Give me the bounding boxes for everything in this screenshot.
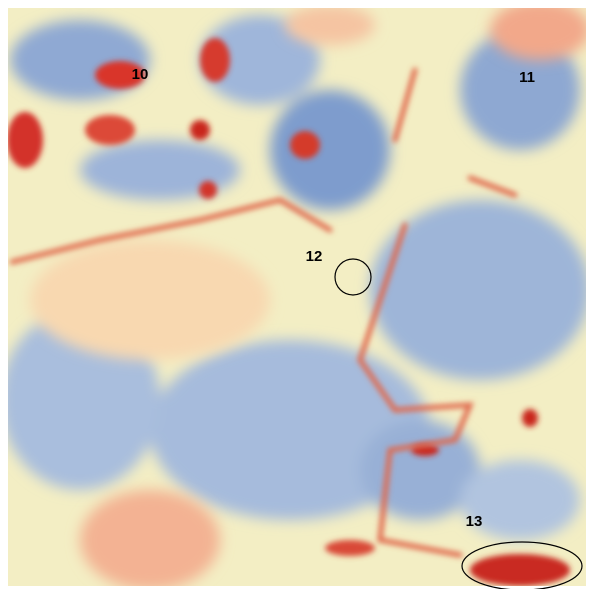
anomaly-label: 10 [132,66,149,83]
red-patch [325,540,375,556]
page: {"annotations": [{"label": "10"}, {"labe… [0,0,591,589]
red-patch [199,181,217,199]
anomaly-label: 12 [306,248,323,265]
red-patch [190,120,210,140]
warm-patch [285,5,375,45]
anomaly-label: 13 [466,513,483,530]
red-patch [470,554,570,586]
warm-patch [30,240,270,360]
survey-map: 10 11 12 13 [0,0,591,589]
red-patch [200,38,230,82]
red-patch [85,115,135,145]
anomaly-label: 11 [519,69,535,86]
warm-patch [490,0,590,60]
warm-patch [80,490,220,589]
blue-patch [270,90,390,210]
red-patch [522,409,538,427]
heatmap [0,0,590,589]
red-patch [7,112,43,168]
red-patch [290,131,320,159]
